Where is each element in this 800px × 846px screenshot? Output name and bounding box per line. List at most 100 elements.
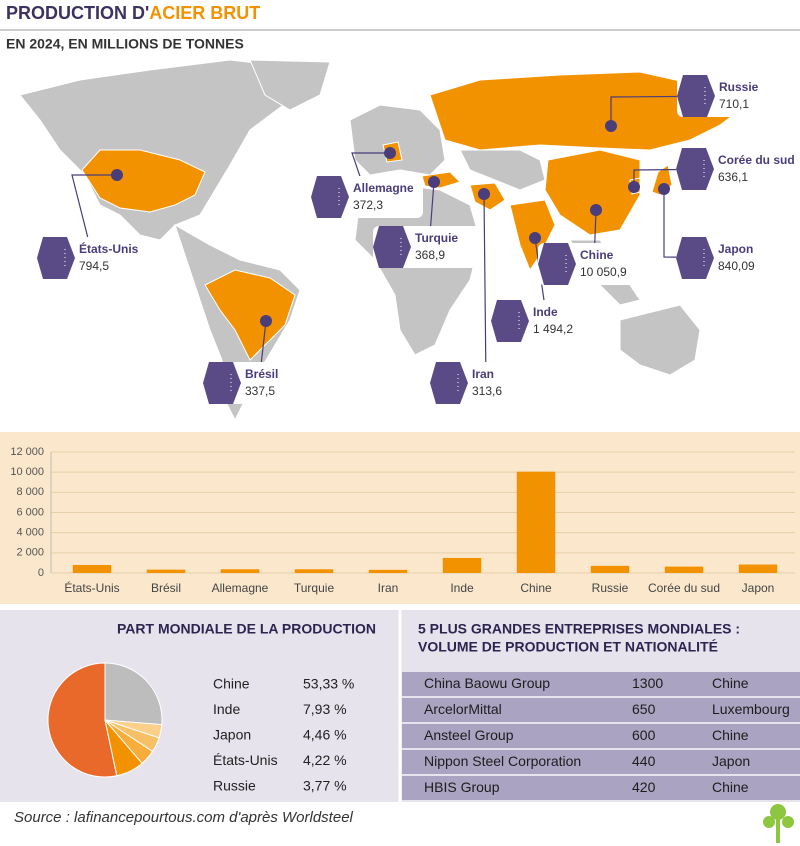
- y-tick-label: 2 000: [16, 547, 44, 559]
- table-cell: 420: [632, 779, 656, 795]
- callout-dot: [260, 315, 272, 327]
- callout-name: Turquie: [415, 231, 458, 245]
- callout-dot: [478, 188, 490, 200]
- subtitle: EN 2024, EN MILLIONS DE TONNES: [6, 36, 244, 52]
- table-cell: HBIS Group: [424, 779, 500, 795]
- bar: [738, 564, 778, 573]
- pie-legend-name: Japon: [213, 727, 251, 743]
- callout-dot: [428, 176, 440, 188]
- table-cell: China Baowu Group: [424, 675, 550, 691]
- x-tick-label: Japon: [742, 581, 775, 595]
- callout-name: États-Unis: [79, 241, 139, 256]
- table-cell: Nippon Steel Corporation: [424, 753, 581, 769]
- x-tick-label: Russie: [592, 581, 629, 595]
- table-row: [402, 724, 800, 748]
- callout-tab: [430, 362, 468, 404]
- callout-dot: [628, 181, 640, 193]
- callout-value: 636,1: [718, 170, 748, 184]
- table-cell: ArcelorMittal: [424, 701, 502, 717]
- y-tick-label: 8 000: [16, 486, 44, 498]
- callout-name: Iran: [472, 367, 494, 381]
- table-cell: Chine: [712, 779, 749, 795]
- pie-legend-name: Chine: [213, 676, 250, 692]
- y-tick-label: 6 000: [16, 506, 44, 518]
- callout-tab: [491, 300, 529, 342]
- table-title: 5 PLUS GRANDES ENTREPRISES MONDIALES :: [418, 621, 740, 637]
- table-row: [402, 750, 800, 774]
- pie-legend-value: 3,77 %: [303, 778, 347, 794]
- table-cell: Japon: [712, 753, 750, 769]
- callout-dot: [658, 183, 670, 195]
- table-title: VOLUME DE PRODUCTION ET NATIONALITÉ: [418, 639, 718, 655]
- pie-title: PART MONDIALE DE LA PRODUCTION: [117, 621, 376, 637]
- x-tick-label: Corée du sud: [648, 581, 720, 595]
- callout-tab: [676, 237, 714, 279]
- callout-name: Corée du sud: [718, 153, 795, 167]
- callout-value: 710,1: [719, 97, 749, 111]
- bar: [220, 569, 260, 573]
- callout-name: Japon: [718, 242, 753, 256]
- title-part: ACIER BRUT: [149, 3, 260, 23]
- bar: [664, 566, 704, 573]
- pie-legend-value: 4,22 %: [303, 752, 347, 768]
- bar: [368, 569, 408, 573]
- callout-tab: [203, 362, 241, 404]
- table-row: [402, 672, 800, 696]
- x-tick-label: Iran: [378, 581, 399, 595]
- callout-value: 1 494,2: [533, 322, 573, 336]
- table-row: [402, 698, 800, 722]
- bar-chart: 0 2 000 4 000 6 000 8 000 10 000 12 000 États-U…: [10, 446, 795, 595]
- title: PRODUCTION D'ACIER BRUT: [6, 3, 260, 23]
- callout-value: 840,09: [718, 259, 755, 273]
- table-cell: Chine: [712, 675, 749, 691]
- callout-value: 313,6: [472, 384, 502, 398]
- pie-slice: [104, 719, 163, 739]
- callout-value: 794,5: [79, 259, 109, 273]
- pie-legend-value: 53,33 %: [303, 676, 354, 692]
- callout-tab: [373, 226, 411, 268]
- bar: [72, 564, 112, 573]
- callout-value: 10 050,9: [580, 265, 627, 279]
- callout-dot: [590, 204, 602, 216]
- callout-name: Allemagne: [353, 181, 414, 195]
- callout-leader: [483, 193, 487, 384]
- x-tick-label: Turquie: [294, 581, 335, 595]
- bar: [442, 557, 482, 573]
- pie-legend-value: 7,93 %: [303, 701, 347, 717]
- callout-tab: [311, 176, 349, 218]
- pie-chart: Chine 53,33 % Inde 7,93 % Japon 4,46 % États-U…: [47, 662, 354, 794]
- y-tick-label: 10 000: [10, 466, 44, 478]
- x-tick-label: Inde: [450, 581, 474, 595]
- callout-value: 368,9: [415, 248, 445, 262]
- callout-dot: [384, 147, 396, 159]
- callout-name: Russie: [719, 80, 759, 94]
- table: China Baowu Group 1300 Chine ArcelorMittal 6…: [402, 672, 800, 800]
- callout-value: 372,3: [353, 198, 383, 212]
- y-tick-label: 12 000: [10, 446, 44, 458]
- bar: [146, 569, 186, 573]
- callouts: États-Unis 794,5 Brésil 337,5 Allemagne 372,3…: [37, 75, 795, 404]
- pie-legend-name: États-Unis: [213, 752, 278, 768]
- table-cell: Ansteel Group: [424, 727, 514, 743]
- x-tick-label: États-Unis: [64, 580, 119, 595]
- callout-dot: [111, 169, 123, 181]
- logo: [763, 804, 794, 843]
- callout-tab: [677, 75, 715, 117]
- bar: [294, 569, 334, 573]
- callout-name: Chine: [580, 248, 614, 262]
- source: Source : lafinancepourtous.com d'après W…: [14, 809, 354, 826]
- table-cell: 600: [632, 727, 656, 743]
- x-tick-label: Brésil: [151, 581, 181, 595]
- callout-name: Brésil: [245, 367, 278, 381]
- pie-legend-value: 4,46 %: [303, 727, 347, 743]
- table-cell: Luxembourg: [712, 701, 790, 717]
- bar: [516, 471, 556, 573]
- callout-dot: [605, 120, 617, 132]
- y-tick-label: 0: [38, 567, 44, 579]
- table-row: [402, 776, 800, 800]
- callout-tab: [676, 148, 714, 190]
- x-tick-label: Chine: [520, 581, 552, 595]
- y-tick-label: 4 000: [16, 527, 44, 539]
- callout-leader: [71, 174, 117, 259]
- table-cell: 650: [632, 701, 656, 717]
